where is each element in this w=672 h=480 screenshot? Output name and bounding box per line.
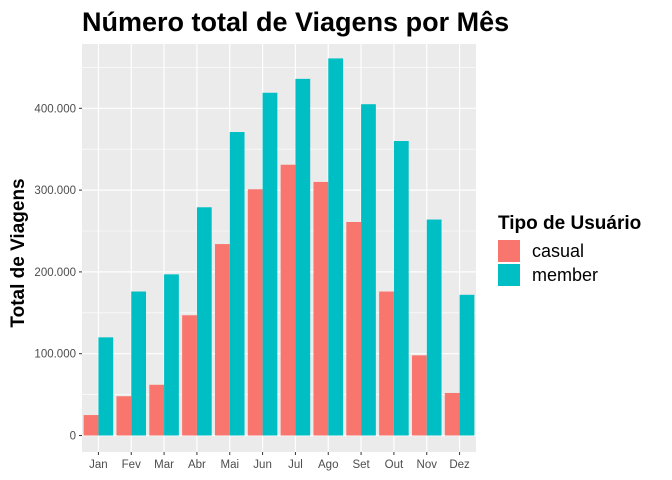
bar-casual-jun: [247, 189, 263, 436]
legend-title: Tipo de Usuário: [498, 213, 641, 234]
bar-member-jun: [262, 92, 278, 436]
bar-casual-fev: [116, 396, 132, 436]
x-tick-label: Dez: [449, 459, 470, 471]
bar-member-mai: [229, 132, 245, 436]
panel-background: [82, 44, 476, 452]
legend: Tipo de Usuário casual member: [498, 213, 641, 286]
bar-casual-set: [346, 222, 362, 436]
x-tick-label: Fev: [122, 459, 141, 471]
x-tick-label: Set: [352, 459, 370, 471]
x-tick-label: Ago: [318, 459, 338, 471]
bar-casual-mar: [149, 384, 165, 436]
y-axis-label: Total de Viagens: [8, 178, 29, 327]
x-tick-label: Nov: [417, 459, 438, 471]
bar-member-mar: [164, 274, 179, 436]
x-tick-label: Mai: [220, 459, 239, 471]
bar-casual-abr: [182, 315, 197, 436]
bar-member-ago: [328, 58, 344, 436]
bar-member-out: [393, 141, 409, 436]
y-tick-label: 200.000: [34, 267, 76, 279]
bar-casual-ago: [313, 181, 329, 436]
y-tick-label: 0: [70, 431, 76, 443]
bar-casual-dez: [444, 392, 460, 436]
bar-casual-nov: [411, 355, 427, 436]
x-tick-label: Abr: [188, 459, 206, 471]
bar-casual-jan: [83, 415, 99, 436]
legend-key-casual: [498, 240, 520, 262]
x-tick-label: Jun: [253, 459, 272, 471]
x-tick-label: Mar: [154, 459, 174, 471]
y-axis-ticks: 0 100.000 200.000 300.000 400.000: [34, 103, 82, 443]
plot-panel: [82, 44, 476, 452]
y-tick-label: 100.000: [34, 349, 76, 361]
x-tick-label: Out: [385, 459, 404, 471]
bar-member-fev: [131, 291, 147, 436]
legend-label-casual: casual: [532, 241, 584, 261]
chart-title: Número total de Viagens por Mês: [82, 7, 509, 37]
bar-casual-mai: [214, 244, 230, 436]
x-tick-label: Jan: [89, 459, 108, 471]
bar-casual-jul: [280, 164, 296, 436]
y-tick-label: 400.000: [34, 103, 76, 115]
bar-member-set: [361, 104, 376, 436]
y-tick-label: 300.000: [34, 185, 76, 197]
bar-member-dez: [459, 294, 475, 436]
x-axis-ticks: Jan Fev Mar Abr Mai Jun Jul Ago Set Out Nov Dez: [89, 452, 470, 471]
legend-key-member: [498, 264, 520, 286]
bar-member-abr: [196, 207, 212, 436]
legend-label-member: member: [532, 265, 598, 285]
x-tick-label: Jul: [288, 459, 303, 471]
bar-member-jul: [295, 78, 311, 436]
bar-member-jan: [98, 337, 114, 436]
bar-member-nov: [426, 219, 442, 436]
bar-casual-out: [379, 291, 394, 436]
